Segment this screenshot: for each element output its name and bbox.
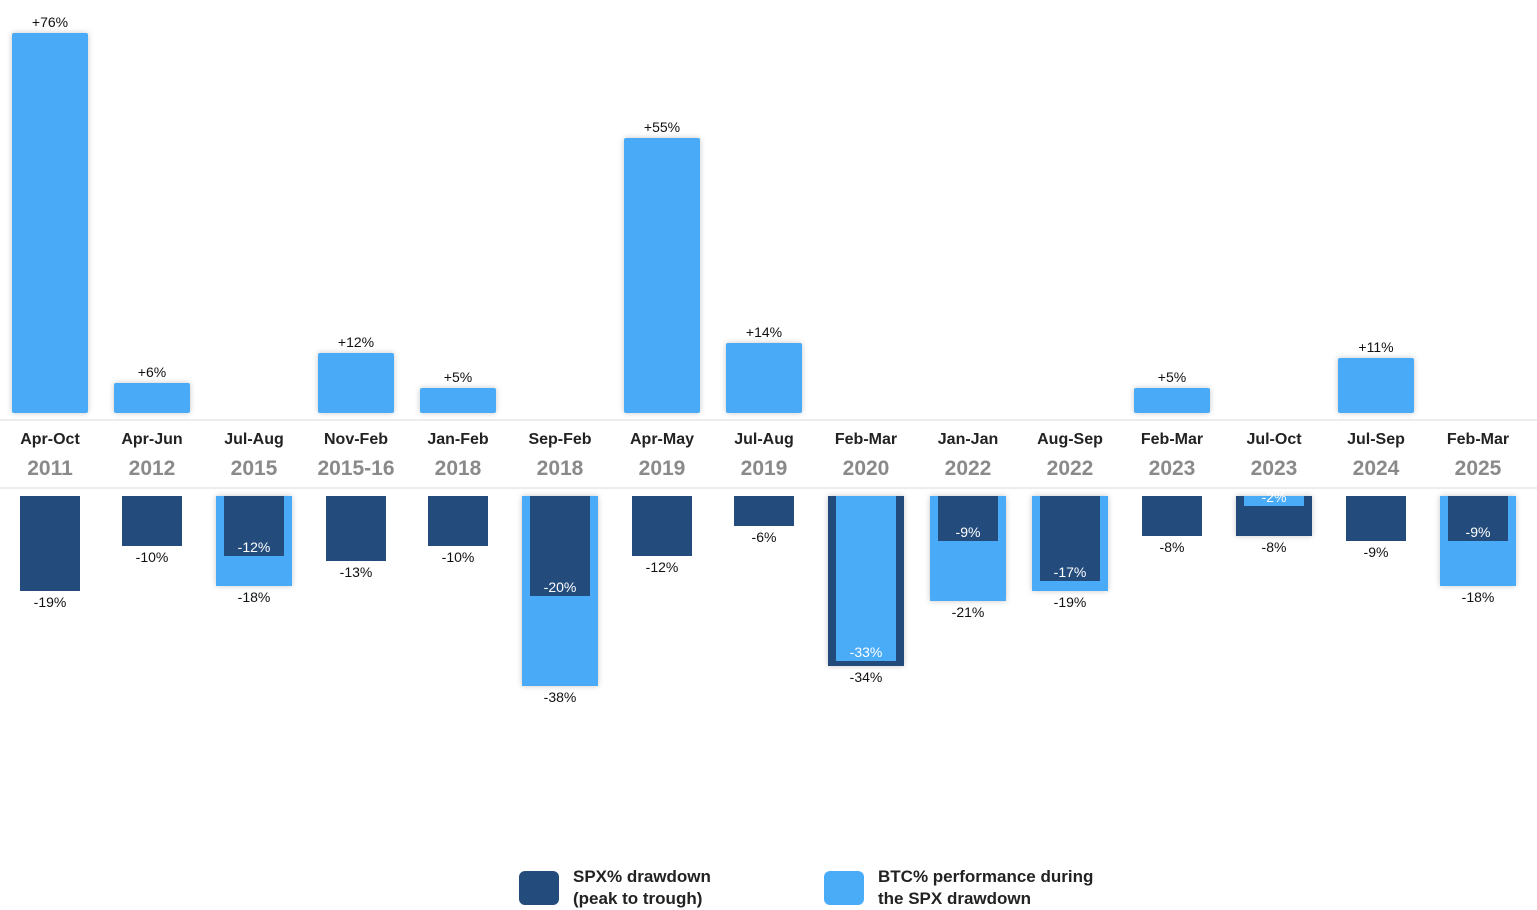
btc-value-label: +5% [444,369,472,385]
category-year-label: 2022 [945,457,992,480]
category-period-label: Jul-Oct [1246,431,1302,448]
category-year-label: 2024 [1353,457,1400,480]
legend-btc-line2: the SPX drawdown [878,889,1032,908]
btc-bar [420,388,496,413]
spx-bar [734,496,794,526]
bar-chart: Apr-Oct 2011 +76% -19% Apr-Jun 2012 +6% -10% Jul… [0,14,1537,705]
category-period-label: Jul-Aug [224,431,284,448]
spx-value-label: -6% [752,529,777,545]
legend-spx: SPX% drawdown (peak to trough) [519,866,711,910]
category-period-label: Apr-May [630,431,694,448]
spx-bar [632,496,692,556]
spx-bar [20,496,80,591]
category-year-label: 2019 [741,457,788,480]
btc-bar [1244,496,1304,506]
category-year-label: 2011 [27,457,73,480]
btc-bar [1338,358,1414,413]
category-period-label: Nov-Feb [324,431,388,448]
spx-value-label: -20% [544,579,577,595]
spx-bar [428,496,488,546]
category-period-label: Apr-Oct [20,431,80,448]
spx-bar [326,496,386,561]
btc-value-label: -2% [1262,489,1287,505]
legend-swatch-btc [824,871,864,905]
category-year-label: 2015-16 [317,457,394,480]
category-period-label: Jul-Aug [734,431,794,448]
spx-bar [530,496,590,596]
spx-value-label: -8% [1160,539,1185,555]
legend-btc-line1: BTC% performance during [878,867,1094,886]
btc-value-label: +5% [1158,369,1186,385]
category-year-label: 2020 [843,457,890,480]
spx-value-label: -10% [136,549,169,565]
category-year-label: 2025 [1455,457,1502,480]
spx-value-label: -9% [1364,544,1389,560]
spx-bar [224,496,284,556]
category-period-label: Feb-Mar [1447,431,1509,448]
category-year-label: 2022 [1047,457,1094,480]
spx-value-label: -12% [238,539,271,555]
spx-bar [938,496,998,541]
category-period-label: Jul-Sep [1347,431,1405,448]
category-period-label: Aug-Sep [1037,431,1103,448]
btc-value-label: -21% [952,604,985,620]
legend-label-btc: BTC% performance during the SPX drawdown [878,866,1093,910]
category-year-label: 2012 [129,457,176,480]
legend-swatch-spx [519,871,559,905]
btc-value-label: -18% [1462,589,1495,605]
legend-label-spx: SPX% drawdown (peak to trough) [573,866,711,910]
spx-bar [122,496,182,546]
spx-value-label: -9% [956,524,981,540]
btc-value-label: -38% [544,689,577,705]
axis-band [0,420,1537,488]
btc-value-label: -19% [1054,594,1087,610]
btc-bar [726,343,802,413]
btc-bar [12,33,88,413]
category-year-label: 2019 [639,457,686,480]
btc-value-label: +6% [138,364,166,380]
btc-value-label: -18% [238,589,271,605]
btc-bar [114,383,190,413]
category-period-label: Jan-Jan [938,431,998,448]
spx-value-label: -13% [340,564,373,580]
legend-spx-line1: SPX% drawdown [573,867,711,886]
category-period-label: Sep-Feb [528,431,591,448]
category-period-label: Apr-Jun [121,431,182,448]
btc-bar [1134,388,1210,413]
category-year-label: 2018 [435,457,482,480]
spx-value-label: -17% [1054,564,1087,580]
legend-btc: BTC% performance during the SPX drawdown [824,866,1093,910]
btc-value-label: +11% [1358,339,1393,355]
btc-value-label: +55% [644,119,680,135]
btc-value-label: +14% [746,324,782,340]
spx-value-label: -8% [1262,539,1287,555]
category-year-label: 2023 [1251,457,1298,480]
btc-value-label: -33% [850,644,883,660]
category-period-label: Jan-Feb [427,431,489,448]
spx-value-label: -19% [34,594,67,610]
spx-value-label: -34% [850,669,883,685]
btc-bar [836,496,896,661]
category-year-label: 2023 [1149,457,1196,480]
spx-value-label: -10% [442,549,475,565]
category-period-label: Feb-Mar [835,431,897,448]
btc-bar [624,138,700,413]
spx-bar [1346,496,1406,541]
btc-value-label: +76% [32,14,68,30]
legend-spx-line2: (peak to trough) [573,889,703,908]
category-period-label: Feb-Mar [1141,431,1203,448]
category-year-label: 2015 [231,457,278,480]
spx-value-label: -12% [646,559,679,575]
btc-value-label: +12% [338,334,374,350]
spx-value-label: -9% [1466,524,1491,540]
spx-bar [1142,496,1202,536]
category-year-label: 2018 [537,457,584,480]
spx-bar [1448,496,1508,541]
btc-bar [318,353,394,413]
spx-bar [1040,496,1100,581]
